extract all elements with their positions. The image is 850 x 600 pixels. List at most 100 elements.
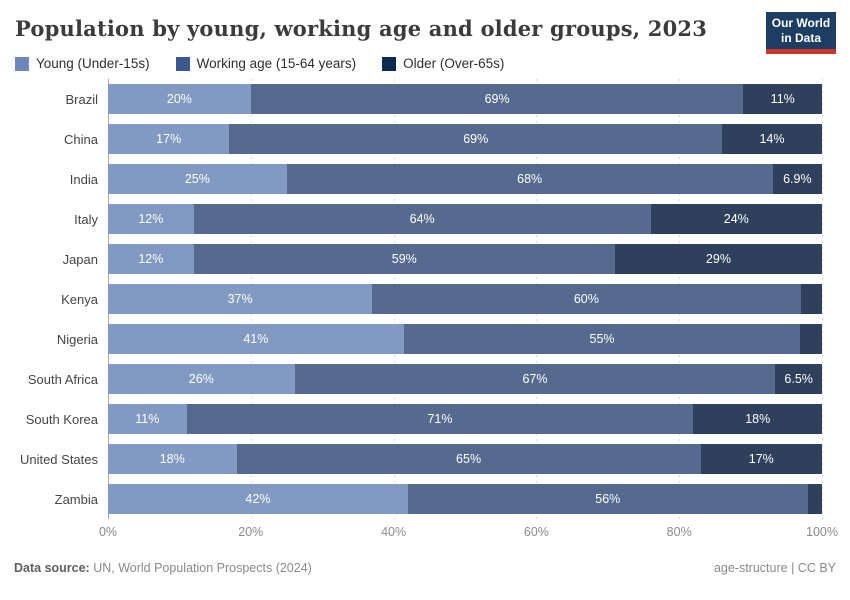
bar-segment-label: 60% (573, 292, 599, 306)
bar-segment-label: 25% (184, 172, 210, 186)
bar-segment[interactable]: 17% (108, 124, 230, 154)
bar-segment[interactable]: 20% (108, 84, 251, 114)
bar-segment-label: 11% (770, 92, 795, 106)
plot-area: Brazil 20% 69% 11% China 17% 69% 14% Ind… (0, 79, 823, 519)
x-tick-label: 60% (523, 525, 549, 539)
bar-segment[interactable]: 14% (722, 124, 822, 154)
slug-link[interactable]: age-structure (713, 561, 788, 575)
bar-segment[interactable]: 6.9% (772, 164, 822, 194)
bar-row: Italy 12% 64% 24% (0, 199, 822, 239)
bar-segment[interactable]: 18% (693, 404, 822, 434)
bar-segment-label: 14% (759, 132, 785, 146)
logo-text: Our World in Data (766, 12, 836, 49)
country-label: Japan (62, 251, 98, 267)
owid-logo[interactable]: Our World in Data (766, 12, 836, 54)
bar-segment[interactable]: 11% (743, 84, 822, 114)
bar-segment[interactable]: 12% (108, 204, 194, 234)
x-tick-label: 40% (381, 525, 407, 539)
bar-track: 37% 60% (108, 284, 822, 314)
bar-segment-label: 69% (484, 92, 510, 106)
bar-segment[interactable]: 11% (108, 404, 187, 434)
x-tick-label: 0% (98, 525, 118, 539)
bar-segment-label: 18% (745, 412, 771, 426)
bar-segment[interactable]: 59% (193, 244, 615, 274)
footer: Data source: UN, World Population Prospe… (14, 561, 836, 575)
bar-segment[interactable]: 26% (108, 364, 295, 394)
bar-segment[interactable]: 67% (294, 364, 776, 394)
bar-segment-label: 59% (391, 252, 417, 266)
bar-segment[interactable]: 64% (193, 204, 651, 234)
footer-right: age-structure | CC BY (714, 561, 836, 575)
bar-segment[interactable]: 55% (403, 324, 801, 354)
legend-item: Working age (15-64 years) (175, 56, 357, 71)
country-label: South Africa (27, 371, 98, 387)
x-tick-label: 20% (238, 525, 264, 539)
legend-item: Young (Under-15s) (15, 56, 150, 71)
bar-track: 42% 56% (108, 484, 822, 514)
bar-segment-label: 17% (156, 132, 182, 146)
bar-segment-label: 68% (517, 172, 543, 186)
country-label: China (64, 131, 98, 147)
bar-segment-label: 6.9% (783, 172, 812, 186)
license-link[interactable]: CC BY (797, 561, 836, 575)
bar-segment[interactable]: 42% (108, 484, 408, 514)
bar-segment-label: 37% (227, 292, 253, 306)
bar-segment-label: 69% (463, 132, 489, 146)
x-axis: 0% 20% 40% 60% 80% 100% (99, 525, 838, 545)
legend-label: Young (Under-15s) (36, 56, 150, 71)
x-tick-label: 100% (806, 525, 838, 539)
bar-segment[interactable]: 29% (614, 244, 822, 274)
bar-segment-label: 71% (427, 412, 453, 426)
bar-row: South Africa 26% 67% 6.5% (0, 359, 822, 399)
bar-track: 12% 59% 29% (108, 244, 822, 274)
bar-segment[interactable]: 69% (250, 84, 744, 114)
bar-segment-label: 56% (595, 492, 621, 506)
bar-segment[interactable]: 68% (286, 164, 773, 194)
bar-track: 26% 67% 6.5% (108, 364, 822, 394)
bar-segment-label: 20% (166, 92, 192, 106)
bar-segment[interactable]: 71% (186, 404, 694, 434)
country-label: Italy (74, 211, 98, 227)
bar-segment-label: 12% (138, 212, 164, 226)
bar-segment[interactable]: 65% (236, 444, 701, 474)
bar-segment-label: 67% (522, 372, 548, 386)
country-label: Kenya (61, 291, 98, 307)
bar-segment-label: 29% (705, 252, 731, 266)
bar-segment[interactable]: 37% (108, 284, 373, 314)
bar-segment-label: 26% (188, 372, 214, 386)
bar-segment[interactable]: 41% (108, 324, 404, 354)
bar-row: Japan 12% 59% 29% (0, 239, 822, 279)
logo-red-strip (766, 49, 836, 54)
legend-label: Working age (15-64 years) (196, 56, 357, 71)
bar-segment[interactable]: 24% (650, 204, 822, 234)
legend-swatch (15, 56, 29, 71)
bar-segment[interactable]: 56% (407, 484, 808, 514)
bar-segment[interactable]: 69% (229, 124, 723, 154)
country-label: South Korea (25, 411, 98, 427)
bar-segment-label: 24% (723, 212, 749, 226)
bar-row: Kenya 37% 60% (0, 279, 822, 319)
bar-track: 41% 55% (108, 324, 822, 354)
bar-segment[interactable] (800, 324, 822, 354)
bar-segment[interactable]: 6.5% (775, 364, 822, 394)
country-label: India (69, 171, 98, 187)
bar-track: 18% 65% 17% (108, 444, 822, 474)
bar-segment-label: 12% (138, 252, 164, 266)
data-source-label: Data source: (14, 561, 90, 575)
logo-line2: in Data (780, 30, 821, 45)
bar-segment[interactable]: 12% (108, 244, 194, 274)
bar-segment[interactable]: 25% (108, 164, 287, 194)
bar-segment[interactable] (800, 284, 822, 314)
bar-segment-label: 41% (243, 332, 269, 346)
data-source: Data source: UN, World Population Prospe… (14, 561, 312, 575)
legend-item: Older (Over-65s) (382, 56, 504, 71)
bar-segment[interactable]: 60% (372, 284, 801, 314)
bar-track: 20% 69% 11% (108, 84, 822, 114)
bar-segment[interactable]: 18% (108, 444, 237, 474)
footer-separator: | (787, 561, 798, 575)
bar-segment-label: 17% (748, 452, 774, 466)
bar-segment-label: 65% (456, 452, 482, 466)
bar-segment[interactable]: 17% (700, 444, 822, 474)
bar-segment[interactable] (807, 484, 822, 514)
